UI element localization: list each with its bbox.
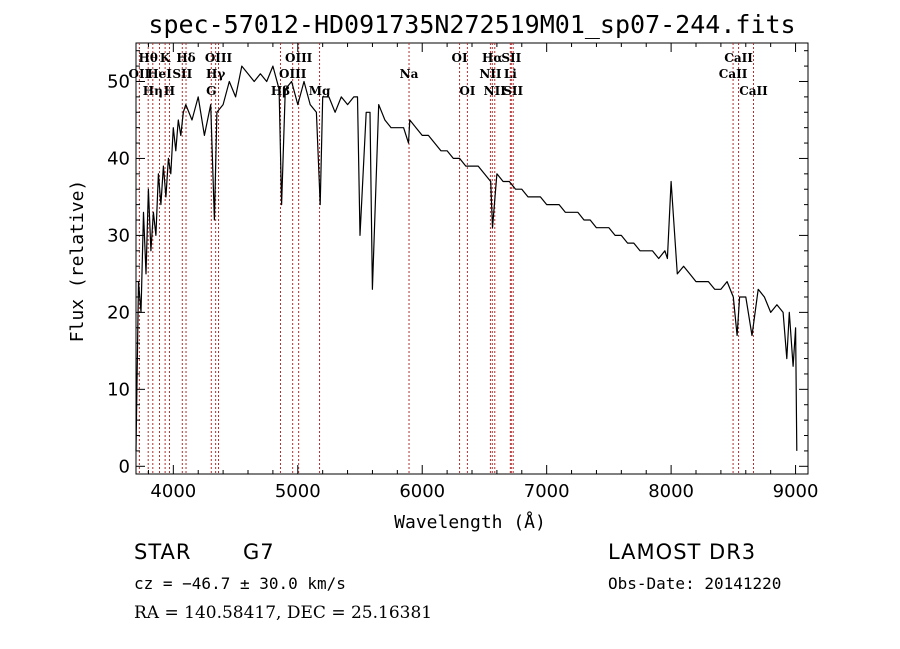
x-tick-label: 9000	[773, 481, 819, 502]
emission-line-label: G	[206, 84, 216, 98]
emission-line-label: SII	[503, 84, 523, 98]
emission-line-label: SII	[172, 67, 192, 81]
emission-line-label: OI	[452, 51, 468, 65]
subclass-label: G7	[243, 540, 275, 564]
emission-line-label: OI	[459, 84, 475, 98]
coordinates: RA = 140.58417, DEC = 25.16381	[134, 603, 433, 623]
emission-line-label: Hθ	[139, 51, 158, 65]
emission-line-label: H	[164, 84, 175, 98]
flux-series-line	[135, 65, 798, 451]
survey-label: LAMOST DR3	[608, 540, 757, 564]
plot-frame	[135, 42, 809, 475]
emission-line-label: HeI	[147, 67, 172, 81]
emission-line-label: Hα	[482, 51, 503, 65]
emission-line-label: Na	[400, 67, 419, 81]
y-tick-label: 40	[107, 148, 130, 169]
obs-date: Obs-Date: 20141220	[608, 574, 782, 593]
x-tick-label: 8000	[648, 481, 694, 502]
emission-line-label: OIII	[279, 67, 307, 81]
emission-line-label: OIII	[205, 51, 233, 65]
emission-line-label: Mg	[309, 84, 331, 98]
y-tick-label: 50	[107, 71, 130, 92]
cz-value: cz = −46.7 ± 30.0 km/s	[134, 574, 346, 593]
y-axis-label: Flux (relative)	[67, 180, 88, 343]
chart-title: spec-57012-HD091735N272519M01_sp07-244.f…	[148, 10, 795, 39]
emission-line-label: OII	[129, 67, 151, 81]
x-tick-label: 4000	[150, 481, 196, 502]
emission-line-label: CaII	[739, 84, 768, 98]
emission-line-label: K	[160, 51, 171, 65]
x-tick-label: 5000	[275, 481, 321, 502]
emission-line-label: OIII	[285, 51, 313, 65]
emission-line-label: Hδ	[176, 51, 195, 65]
emission-line-label: CaII	[724, 51, 753, 65]
emission-line-label: CaII	[719, 67, 748, 81]
emission-line-label: Hγ	[206, 67, 225, 81]
emission-line-label: Li	[504, 67, 517, 81]
y-tick-label: 20	[107, 302, 130, 323]
y-tick-label: 30	[107, 225, 130, 246]
class-label: STAR	[134, 540, 192, 564]
emission-line-label: SII	[501, 51, 521, 65]
y-tick-label: 0	[119, 456, 130, 477]
emission-line-label: Hη	[143, 84, 163, 98]
y-tick-label: 10	[107, 379, 130, 400]
emission-line-label: NII	[479, 67, 502, 81]
x-tick-label: 7000	[524, 481, 570, 502]
x-tick-label: 6000	[399, 481, 445, 502]
emission-line-label: NII	[484, 84, 507, 98]
x-axis-label: Wavelength (Å)	[394, 511, 546, 533]
